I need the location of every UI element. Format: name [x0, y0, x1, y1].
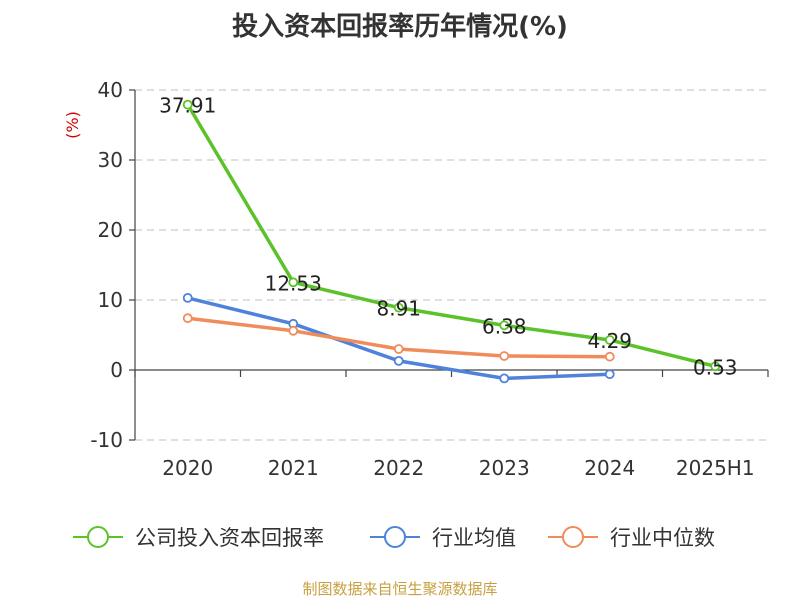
data-point [604, 369, 615, 380]
data-point [710, 361, 721, 372]
x-tick-label: 2023 [479, 456, 530, 480]
series-lines [182, 99, 721, 384]
data-label: 12.53 [265, 271, 322, 295]
data-point [393, 302, 404, 313]
data-point [182, 313, 193, 324]
y-tick-label: -10 [90, 428, 123, 452]
y-tick-label: 10 [98, 288, 123, 312]
data-label: 37.91 [159, 94, 216, 118]
data-point [288, 277, 299, 288]
data-point [499, 373, 510, 384]
data-point [604, 335, 615, 345]
x-tick-label: 2021 [268, 456, 319, 480]
legend-marker-icon [562, 526, 584, 548]
legend-label: 公司投入资本回报率 [135, 526, 324, 550]
data-point [499, 351, 510, 361]
x-tick-label: 2025H1 [676, 456, 755, 480]
data-point [499, 320, 510, 331]
legend-marker-icon [384, 526, 406, 548]
data-label: 0.53 [693, 355, 738, 379]
y-tick-label: 20 [98, 218, 123, 242]
axes: -10 0 10 20 30 40 2020 2021 2022 2023 2024 2025H1 [90, 78, 769, 480]
series-line [186, 103, 716, 368]
legend-item[interactable]: 行业均值 [370, 526, 516, 550]
y-tick-label: 30 [98, 148, 123, 172]
legend-marker-icon [87, 526, 109, 548]
legend-label: 行业均值 [432, 526, 516, 550]
x-tick-label: 2024 [584, 456, 635, 480]
legend-label: 行业中位数 [610, 526, 715, 550]
data-point [182, 99, 193, 110]
x-tick-label: 2022 [373, 456, 424, 480]
data-label: 8.91 [376, 297, 421, 321]
source-note: 制图数据来自恒生聚源数据库 [302, 580, 497, 598]
y-tick-label: 40 [98, 78, 123, 102]
legend-item[interactable]: 公司投入资本回报率 [73, 526, 324, 550]
x-tick-label: 2020 [162, 456, 213, 480]
y-tick-label: 0 [110, 358, 123, 382]
data-label: 4.29 [587, 329, 632, 353]
data-point [182, 292, 193, 303]
data-label: 6.38 [482, 314, 527, 338]
chart-title: 投入资本回报率历年情况(%) [232, 12, 568, 42]
data-point [288, 325, 299, 336]
data-point [393, 355, 404, 366]
data-point [604, 351, 615, 362]
grid-lines [135, 89, 768, 441]
data-labels: 37.91 12.53 8.91 6.38 4.29 0.53 [159, 94, 737, 380]
data-point [393, 344, 404, 354]
legend[interactable]: 公司投入资本回报率 行业均值 行业中位数 [73, 526, 715, 550]
y-axis-label: (%) [63, 111, 82, 139]
legend-item[interactable]: 行业中位数 [548, 526, 715, 550]
